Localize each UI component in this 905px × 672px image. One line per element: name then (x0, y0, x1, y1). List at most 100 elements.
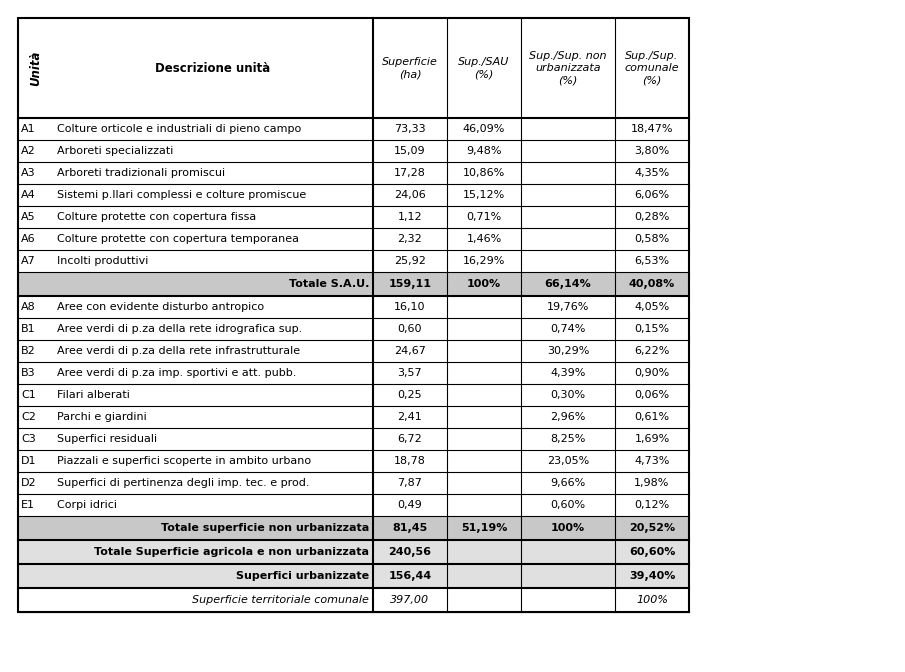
Text: A7: A7 (21, 256, 36, 266)
Text: 100%: 100% (551, 523, 585, 533)
Bar (18, 516, 689, 540)
Text: 46,09%: 46,09% (462, 124, 505, 134)
Text: Superfici urbanizzate: Superfici urbanizzate (236, 571, 369, 581)
Text: 73,33: 73,33 (395, 124, 426, 134)
Text: 39,40%: 39,40% (629, 571, 675, 581)
Text: 159,11: 159,11 (388, 279, 432, 289)
Text: Superfici di pertinenza degli imp. tec. e prod.: Superfici di pertinenza degli imp. tec. … (57, 478, 310, 488)
Text: C3: C3 (21, 434, 36, 444)
Text: 7,87: 7,87 (397, 478, 423, 488)
Text: 0,28%: 0,28% (634, 212, 670, 222)
Text: Incolti produttivi: Incolti produttivi (57, 256, 148, 266)
Text: Superficie
(ha): Superficie (ha) (382, 57, 438, 79)
Text: 397,00: 397,00 (390, 595, 430, 605)
Text: 0,49: 0,49 (397, 500, 423, 510)
Text: A4: A4 (21, 190, 36, 200)
Text: 1,69%: 1,69% (634, 434, 670, 444)
Text: A8: A8 (21, 302, 36, 312)
Text: 3,57: 3,57 (397, 368, 423, 378)
Text: 20,52%: 20,52% (629, 523, 675, 533)
Text: Totale superficie non urbanizzata: Totale superficie non urbanizzata (161, 523, 369, 533)
Text: 18,47%: 18,47% (631, 124, 673, 134)
Text: 30,29%: 30,29% (547, 346, 589, 356)
Text: 100%: 100% (636, 595, 668, 605)
Bar (18, 18, 689, 612)
Text: 4,35%: 4,35% (634, 168, 670, 178)
Text: 0,12%: 0,12% (634, 500, 670, 510)
Text: B1: B1 (21, 324, 35, 334)
Text: Colture protette con copertura fissa: Colture protette con copertura fissa (57, 212, 256, 222)
Text: 0,60%: 0,60% (550, 500, 586, 510)
Text: 3,80%: 3,80% (634, 146, 670, 156)
Text: C1: C1 (21, 390, 36, 400)
Text: 81,45: 81,45 (393, 523, 428, 533)
Text: B2: B2 (21, 346, 36, 356)
Text: Colture protette con copertura temporanea: Colture protette con copertura temporane… (57, 234, 299, 244)
Bar (18, 272, 689, 296)
Text: Totale S.A.U.: Totale S.A.U. (289, 279, 369, 289)
Text: Parchi e giardini: Parchi e giardini (57, 412, 147, 422)
Text: Superfici residuali: Superfici residuali (57, 434, 157, 444)
Text: 2,32: 2,32 (397, 234, 423, 244)
Text: 18,78: 18,78 (394, 456, 426, 466)
Text: 16,10: 16,10 (395, 302, 425, 312)
Text: Aree verdi di p.za della rete infrastrutturale: Aree verdi di p.za della rete infrastrut… (57, 346, 300, 356)
Text: 0,25: 0,25 (397, 390, 423, 400)
Text: 1,12: 1,12 (397, 212, 423, 222)
Text: E1: E1 (21, 500, 35, 510)
Text: 1,46%: 1,46% (466, 234, 501, 244)
Text: 1,98%: 1,98% (634, 478, 670, 488)
Text: 25,92: 25,92 (394, 256, 426, 266)
Text: 6,22%: 6,22% (634, 346, 670, 356)
Text: 24,06: 24,06 (394, 190, 426, 200)
Text: A5: A5 (21, 212, 35, 222)
Text: Unità: Unità (29, 50, 42, 86)
Bar (18, 564, 689, 588)
Text: 2,41: 2,41 (397, 412, 423, 422)
Text: A2: A2 (21, 146, 36, 156)
Text: Arboreti tradizionali promiscui: Arboreti tradizionali promiscui (57, 168, 225, 178)
Text: 66,14%: 66,14% (545, 279, 591, 289)
Text: A1: A1 (21, 124, 35, 134)
Text: 0,15%: 0,15% (634, 324, 670, 334)
Text: 4,73%: 4,73% (634, 456, 670, 466)
Text: 0,74%: 0,74% (550, 324, 586, 334)
Text: 0,71%: 0,71% (466, 212, 501, 222)
Text: 6,53%: 6,53% (634, 256, 670, 266)
Text: D1: D1 (21, 456, 36, 466)
Text: Aree verdi di p.za della rete idrografica sup.: Aree verdi di p.za della rete idrografic… (57, 324, 302, 334)
Text: 51,19%: 51,19% (461, 523, 507, 533)
Text: Descrizione unità: Descrizione unità (156, 62, 271, 75)
Text: Aree con evidente disturbo antropico: Aree con evidente disturbo antropico (57, 302, 264, 312)
Text: Corpi idrici: Corpi idrici (57, 500, 117, 510)
Text: 0,30%: 0,30% (550, 390, 586, 400)
Text: 10,86%: 10,86% (462, 168, 505, 178)
Text: 6,06%: 6,06% (634, 190, 670, 200)
Text: Sup./SAU
(%): Sup./SAU (%) (458, 57, 510, 79)
Text: 6,72: 6,72 (397, 434, 423, 444)
Text: 2,96%: 2,96% (550, 412, 586, 422)
Text: 19,76%: 19,76% (547, 302, 589, 312)
Text: 0,06%: 0,06% (634, 390, 670, 400)
Text: 0,58%: 0,58% (634, 234, 670, 244)
Text: B3: B3 (21, 368, 35, 378)
Text: Superficie territoriale comunale: Superficie territoriale comunale (192, 595, 369, 605)
Text: 0,60: 0,60 (398, 324, 423, 334)
Bar (18, 540, 689, 564)
Text: Totale Superficie agricola e non urbanizzata: Totale Superficie agricola e non urbaniz… (94, 547, 369, 557)
Text: D2: D2 (21, 478, 36, 488)
Text: 24,67: 24,67 (394, 346, 426, 356)
Text: 40,08%: 40,08% (629, 279, 675, 289)
Text: Piazzali e superfici scoperte in ambito urbano: Piazzali e superfici scoperte in ambito … (57, 456, 311, 466)
Text: 4,39%: 4,39% (550, 368, 586, 378)
Text: 100%: 100% (467, 279, 501, 289)
Text: C2: C2 (21, 412, 36, 422)
Text: 240,56: 240,56 (388, 547, 432, 557)
Text: Sistemi p.llari complessi e colture promiscue: Sistemi p.llari complessi e colture prom… (57, 190, 306, 200)
Text: 15,09: 15,09 (395, 146, 426, 156)
Text: 15,12%: 15,12% (462, 190, 505, 200)
Text: Sup./Sup.
comunale
(%): Sup./Sup. comunale (%) (624, 50, 680, 85)
Text: 9,66%: 9,66% (550, 478, 586, 488)
Text: 17,28: 17,28 (394, 168, 426, 178)
Text: 16,29%: 16,29% (462, 256, 505, 266)
